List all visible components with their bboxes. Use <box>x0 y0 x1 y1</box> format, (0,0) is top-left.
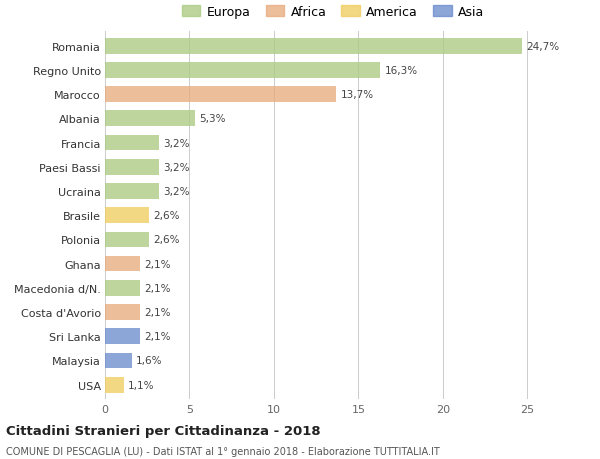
Text: 16,3%: 16,3% <box>385 66 418 76</box>
Bar <box>105 39 522 55</box>
Bar <box>105 353 132 369</box>
Bar <box>105 160 159 175</box>
Text: 3,2%: 3,2% <box>163 186 190 196</box>
Text: 1,6%: 1,6% <box>136 356 163 366</box>
Text: 24,7%: 24,7% <box>526 42 560 51</box>
Text: 1,1%: 1,1% <box>128 380 154 390</box>
Bar <box>105 256 140 272</box>
Text: 2,1%: 2,1% <box>145 283 171 293</box>
Text: 3,2%: 3,2% <box>163 138 190 148</box>
Text: 2,1%: 2,1% <box>145 331 171 341</box>
Bar <box>105 280 140 296</box>
Text: 2,6%: 2,6% <box>153 211 179 221</box>
Legend: Europa, Africa, America, Asia: Europa, Africa, America, Asia <box>178 2 488 22</box>
Bar <box>105 329 140 344</box>
Bar <box>105 377 124 393</box>
Text: 2,1%: 2,1% <box>145 308 171 317</box>
Text: 5,3%: 5,3% <box>199 114 225 124</box>
Bar <box>105 87 337 103</box>
Bar <box>105 63 380 78</box>
Text: 2,6%: 2,6% <box>153 235 179 245</box>
Bar <box>105 304 140 320</box>
Bar <box>105 208 149 224</box>
Text: 2,1%: 2,1% <box>145 259 171 269</box>
Bar <box>105 135 159 151</box>
Text: COMUNE DI PESCAGLIA (LU) - Dati ISTAT al 1° gennaio 2018 - Elaborazione TUTTITAL: COMUNE DI PESCAGLIA (LU) - Dati ISTAT al… <box>6 446 440 456</box>
Bar <box>105 184 159 199</box>
Bar <box>105 232 149 248</box>
Text: 3,2%: 3,2% <box>163 162 190 173</box>
Bar <box>105 111 194 127</box>
Text: 13,7%: 13,7% <box>341 90 374 100</box>
Text: Cittadini Stranieri per Cittadinanza - 2018: Cittadini Stranieri per Cittadinanza - 2… <box>6 425 320 437</box>
